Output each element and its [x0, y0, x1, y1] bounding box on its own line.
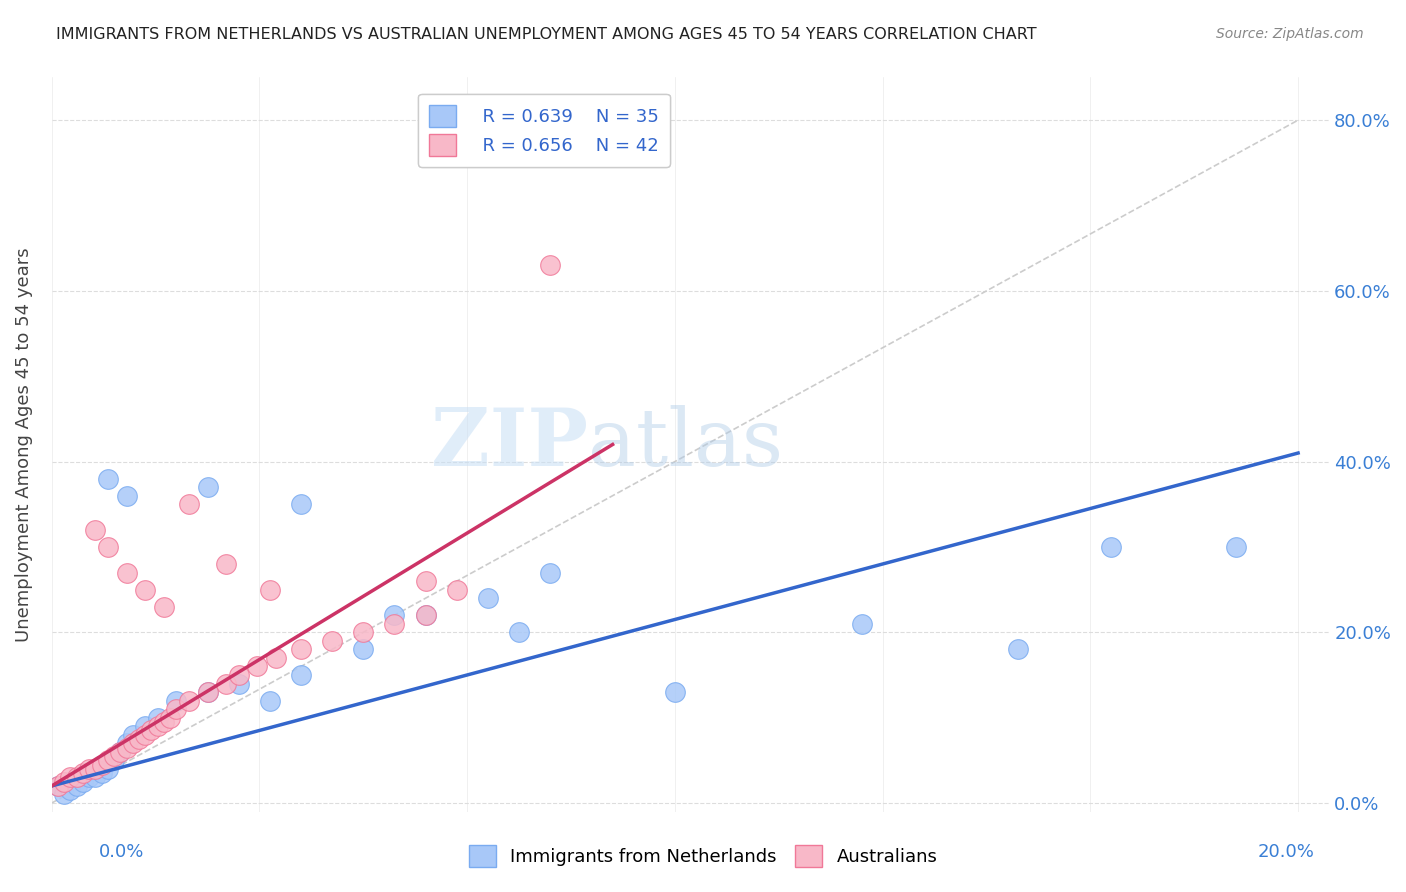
- Point: [259, 582, 281, 597]
- Point: [110, 745, 132, 759]
- Point: [446, 582, 468, 597]
- Point: [97, 762, 120, 776]
- Text: 20.0%: 20.0%: [1258, 843, 1315, 861]
- Legend:   R = 0.639    N = 35,   R = 0.656    N = 42: R = 0.639 N = 35, R = 0.656 N = 42: [419, 94, 669, 167]
- Point: [538, 258, 561, 272]
- Point: [384, 608, 406, 623]
- Point: [59, 771, 82, 785]
- Point: [134, 728, 156, 742]
- Point: [103, 753, 125, 767]
- Point: [66, 779, 89, 793]
- Point: [1099, 540, 1122, 554]
- Point: [228, 668, 250, 682]
- Point: [290, 668, 312, 682]
- Y-axis label: Unemployment Among Ages 45 to 54 years: Unemployment Among Ages 45 to 54 years: [15, 247, 32, 642]
- Point: [508, 625, 530, 640]
- Point: [115, 736, 138, 750]
- Point: [1007, 642, 1029, 657]
- Point: [415, 608, 437, 623]
- Point: [141, 723, 163, 738]
- Point: [77, 771, 100, 785]
- Point: [215, 676, 238, 690]
- Point: [264, 651, 287, 665]
- Point: [115, 489, 138, 503]
- Point: [121, 728, 143, 742]
- Point: [197, 685, 219, 699]
- Point: [177, 693, 200, 707]
- Point: [115, 740, 138, 755]
- Text: atlas: atlas: [588, 406, 783, 483]
- Point: [97, 540, 120, 554]
- Point: [128, 731, 150, 746]
- Point: [384, 616, 406, 631]
- Point: [134, 719, 156, 733]
- Point: [103, 749, 125, 764]
- Point: [165, 693, 187, 707]
- Point: [197, 685, 219, 699]
- Point: [215, 557, 238, 571]
- Point: [72, 774, 94, 789]
- Point: [415, 574, 437, 588]
- Text: IMMIGRANTS FROM NETHERLANDS VS AUSTRALIAN UNEMPLOYMENT AMONG AGES 45 TO 54 YEARS: IMMIGRANTS FROM NETHERLANDS VS AUSTRALIA…: [56, 27, 1036, 42]
- Point: [259, 693, 281, 707]
- Point: [159, 711, 181, 725]
- Point: [246, 659, 269, 673]
- Point: [77, 762, 100, 776]
- Point: [415, 608, 437, 623]
- Point: [97, 753, 120, 767]
- Point: [165, 702, 187, 716]
- Point: [352, 625, 374, 640]
- Point: [153, 599, 176, 614]
- Point: [228, 676, 250, 690]
- Point: [290, 497, 312, 511]
- Text: ZIP: ZIP: [432, 406, 588, 483]
- Point: [134, 582, 156, 597]
- Point: [153, 714, 176, 729]
- Point: [290, 642, 312, 657]
- Legend: Immigrants from Netherlands, Australians: Immigrants from Netherlands, Australians: [461, 838, 945, 874]
- Point: [321, 633, 343, 648]
- Point: [477, 591, 499, 606]
- Point: [121, 736, 143, 750]
- Point: [146, 711, 169, 725]
- Point: [115, 566, 138, 580]
- Point: [46, 779, 69, 793]
- Point: [46, 779, 69, 793]
- Point: [53, 774, 76, 789]
- Point: [110, 745, 132, 759]
- Point: [84, 762, 107, 776]
- Point: [538, 566, 561, 580]
- Point: [177, 497, 200, 511]
- Text: 0.0%: 0.0%: [98, 843, 143, 861]
- Point: [146, 719, 169, 733]
- Text: Source: ZipAtlas.com: Source: ZipAtlas.com: [1216, 27, 1364, 41]
- Point: [59, 783, 82, 797]
- Point: [352, 642, 374, 657]
- Point: [1225, 540, 1247, 554]
- Point: [72, 766, 94, 780]
- Point: [851, 616, 873, 631]
- Point: [197, 480, 219, 494]
- Point: [84, 771, 107, 785]
- Point: [90, 757, 112, 772]
- Point: [97, 472, 120, 486]
- Point: [664, 685, 686, 699]
- Point: [66, 771, 89, 785]
- Point: [53, 788, 76, 802]
- Point: [84, 523, 107, 537]
- Point: [90, 766, 112, 780]
